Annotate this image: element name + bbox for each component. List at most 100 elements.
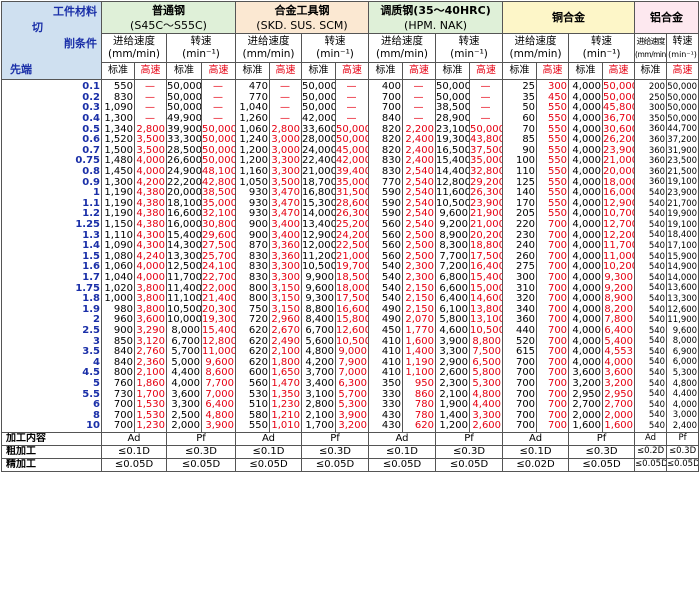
cell-value: 4,000 <box>568 357 604 369</box>
rpm-header-2: 转速 (min⁻¹) <box>434 33 504 63</box>
cell-value: 1,040 <box>101 272 135 284</box>
cell-value: 1,400 <box>402 346 436 358</box>
cell-value: 2,490 <box>269 336 302 347</box>
cell-value: 3,600 <box>568 368 604 379</box>
cell-value: 5,000 <box>166 357 202 369</box>
cell-value: 700 <box>101 410 135 421</box>
cell-value: 2,070 <box>402 315 436 326</box>
table-row: 1.25 1,150 4,380 16,000 30,800 900 3,400 13,400… <box>1 219 700 231</box>
cell-value: 4,000 <box>568 272 604 284</box>
cell-value: 2,200 <box>402 124 436 135</box>
cell-value: 1,470 <box>269 378 302 390</box>
cell-value: — <box>468 103 504 114</box>
radius-value: 6 <box>1 399 102 411</box>
table-row: 10 700 1,230 2,000 3,900 550 1,010 1,700 3,200 43… <box>1 421 700 433</box>
cell-value: 6,800 <box>435 272 470 284</box>
radius-value: 0.8 <box>1 166 102 178</box>
mode-std-label: 标准 <box>101 62 135 80</box>
cell-value: 540 <box>634 357 668 369</box>
cell-value: 2,800 <box>134 124 167 135</box>
mode-std-label: 标准 <box>634 62 668 80</box>
cell-value: 300 <box>502 272 538 284</box>
mode-std-label: 标准 <box>368 62 403 80</box>
cell-value: 520 <box>502 336 538 347</box>
cell-value: 8,900 <box>435 230 470 241</box>
cell-value: 410 <box>368 368 403 379</box>
cell-value: 1,400 <box>435 410 470 421</box>
cell-value: 18,800 <box>468 240 504 252</box>
cell-value: 4,000 <box>568 156 604 167</box>
cell-value: 12,600 <box>666 304 700 316</box>
cell-value: 140 <box>502 187 538 199</box>
radius-value: 0.1 <box>1 79 102 93</box>
corner-conditions-label: 削条件 <box>64 37 97 50</box>
cell-value: 6,100 <box>435 304 470 316</box>
cell-value: 50,000 <box>201 156 236 167</box>
radius-value: 0.7 <box>1 145 102 157</box>
cell-value: 700 <box>536 336 570 347</box>
cell-value: 50,000 <box>335 134 369 146</box>
cell-value: 4,000 <box>568 187 604 199</box>
cell-value: 2,670 <box>269 325 302 337</box>
cell-value: 3,300 <box>269 156 302 167</box>
cell-value: 700 <box>536 410 570 421</box>
table-row: 1.4 1,090 4,300 14,300 27,500 870 3,360 12,000 2… <box>1 240 700 252</box>
cell-value: 50,000 <box>166 103 202 114</box>
cell-value: 540 <box>634 421 668 433</box>
rpm-unit: (min⁻¹) <box>182 48 220 60</box>
cell-value: 240 <box>502 240 538 252</box>
table-row: 1.75 1,020 3,800 11,400 22,000 800 3,150 9,600 1… <box>1 283 700 294</box>
cell-value: 5,400 <box>602 336 636 347</box>
alu-rpm-header: 转速 (min⁻¹) <box>666 33 700 63</box>
cell-value: 830 <box>101 92 135 104</box>
mode-std-label: 标准 <box>166 62 202 80</box>
cell-value: 10,000 <box>166 315 202 326</box>
cell-value: 3,470 <box>269 187 302 199</box>
cell-value: 7,200 <box>435 262 470 273</box>
radius-value: 0.5 <box>1 124 102 135</box>
cell-value: 2,100 <box>134 368 167 379</box>
mode-high-label: 高速 <box>335 62 369 80</box>
cell-value: 250 <box>634 92 668 104</box>
cell-value: 3,300 <box>435 346 470 358</box>
cell-value: 23,900 <box>602 145 636 157</box>
cell-value: 540 <box>634 389 668 400</box>
cell-value: 5,300 <box>335 399 369 411</box>
cell-value: 24,200 <box>335 230 369 241</box>
cell-value: 37,200 <box>666 134 700 146</box>
footer-value: ≤0.05D <box>101 457 167 472</box>
cell-value: 490 <box>368 304 403 316</box>
cell-value: 10,500 <box>468 325 504 337</box>
cell-value: 30,800 <box>201 219 236 231</box>
cell-value: 20,200 <box>468 230 504 241</box>
cell-value: 4,380 <box>134 209 167 220</box>
cell-value: 16,000 <box>602 187 636 199</box>
cell-value: 1,190 <box>101 209 135 220</box>
cell-value: 540 <box>634 410 668 421</box>
cell-value: 23,100 <box>435 124 470 135</box>
cell-value: 540 <box>368 262 403 273</box>
cell-value: 620 <box>402 421 436 433</box>
table-row: 3 850 3,120 6,700 12,800 620 2,490 5,600 10,500 4… <box>1 336 700 347</box>
cell-value: 700 <box>536 399 570 411</box>
cell-value: 3,900 <box>335 410 369 421</box>
cell-value: 18,000 <box>602 177 636 188</box>
cell-value: 2,540 <box>402 198 436 210</box>
radius-value: 4.5 <box>1 368 102 379</box>
radius-value: 0.4 <box>1 113 102 125</box>
cell-value: 7,000 <box>335 368 369 379</box>
alu-feed-label: 进给速度 <box>636 37 666 46</box>
cell-value: 720 <box>235 315 270 326</box>
footer-value: ≤0.1D <box>235 444 302 459</box>
cell-value: 50,000 <box>602 92 636 104</box>
cell-value: — <box>269 79 302 93</box>
material-sub-alloy-tool-steel: (SKD. SUS. SCM) <box>235 18 369 34</box>
cell-value: — <box>468 92 504 104</box>
cell-value: 4,000 <box>666 399 700 411</box>
cell-value: 2,800 <box>301 399 336 411</box>
cell-value: 540 <box>634 346 668 358</box>
cell-value: 6,500 <box>468 357 504 369</box>
cell-value: 2,700 <box>602 399 636 411</box>
cell-value: 14,000 <box>301 209 336 220</box>
cell-value: 430 <box>368 421 403 433</box>
